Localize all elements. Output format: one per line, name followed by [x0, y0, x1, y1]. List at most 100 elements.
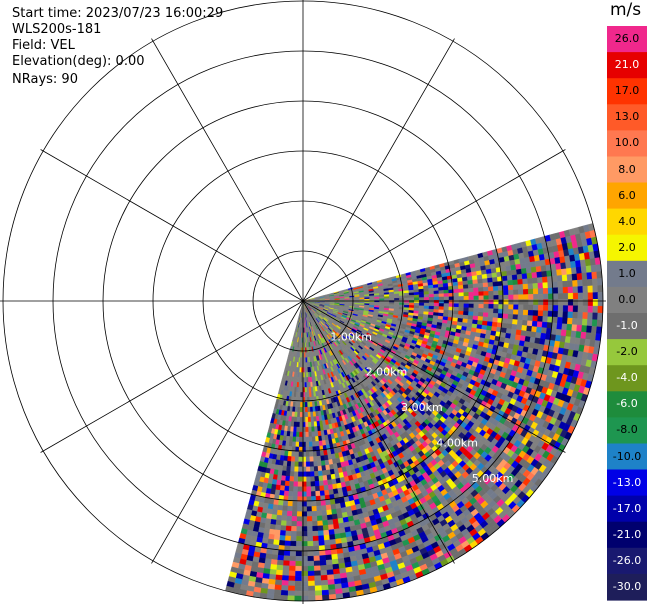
velocity-cell [320, 460, 326, 467]
velocity-cell [330, 503, 337, 510]
velocity-cell [298, 426, 303, 433]
velocity-cell [298, 436, 303, 443]
velocity-cell [581, 272, 588, 281]
velocity-cell [537, 288, 544, 295]
velocity-cell [315, 500, 322, 507]
velocity-cell [596, 278, 603, 286]
velocity-cell [463, 292, 470, 297]
velocity-cell [577, 279, 583, 287]
velocity-cell [296, 416, 300, 423]
velocity-cell [288, 570, 296, 577]
velocity-cell [282, 565, 290, 572]
velocity-cell [325, 564, 334, 571]
velocity-cell [522, 278, 529, 285]
velocity-cell [418, 302, 425, 307]
velocity-cell [443, 309, 449, 314]
velocity-cell [548, 299, 554, 306]
velocity-cell [562, 305, 569, 313]
velocity-cell [296, 421, 300, 428]
velocity-cell [327, 584, 336, 591]
velocity-cell [538, 293, 544, 300]
velocity-cell [591, 319, 598, 327]
velocity-cell [572, 279, 579, 288]
velocity-cell [502, 318, 509, 324]
velocity-cell [320, 505, 327, 512]
velocity-cell [403, 295, 410, 299]
velocity-cell [523, 299, 529, 306]
velocity-cell [458, 310, 464, 316]
velocity-cell [482, 278, 489, 284]
velocity-cell [438, 306, 445, 311]
velocity-cell [323, 484, 329, 491]
velocity-cell [512, 309, 519, 316]
velocity-cell [313, 466, 319, 472]
velocity-cell [523, 294, 529, 300]
velocity-cell [305, 461, 311, 468]
velocity-cell [298, 451, 303, 458]
velocity-cell [536, 321, 543, 328]
velocity-cell [389, 298, 395, 301]
velocity-cell [398, 295, 405, 299]
velocity-cell [507, 279, 514, 286]
velocity-cell [581, 325, 588, 333]
velocity-cell [307, 555, 314, 562]
velocity-cell [284, 480, 290, 487]
velocity-cell [301, 541, 308, 547]
velocity-cell [285, 525, 292, 532]
velocity-cell [553, 299, 559, 306]
velocity-cell [399, 297, 405, 301]
velocity-cell [290, 530, 297, 537]
velocity-cell [577, 286, 584, 294]
velocity-cell [408, 294, 415, 299]
velocity-cell [472, 311, 479, 317]
velocity-cell [299, 392, 303, 398]
velocity-cell [291, 506, 298, 512]
velocity-cell [423, 305, 430, 310]
velocity-cell [506, 270, 513, 277]
velocity-cell [493, 290, 499, 296]
velocity-cell [294, 595, 302, 602]
velocity-cell [289, 540, 297, 547]
velocity-cell [492, 281, 499, 287]
velocity-cell [322, 479, 329, 486]
velocity-cell [571, 324, 578, 332]
velocity-cell [503, 289, 509, 296]
velocity-cell [477, 320, 483, 326]
velocity-cell [566, 317, 573, 325]
velocity-cell [567, 311, 574, 319]
velocity-cell [561, 268, 568, 276]
velocity-cell [319, 490, 325, 497]
velocity-cell [310, 486, 316, 492]
velocity-cell [292, 491, 298, 497]
velocity-cell [580, 266, 587, 274]
velocity-cell [309, 466, 315, 472]
velocity-cell [483, 295, 490, 301]
velocity-cell [526, 320, 533, 327]
velocity-cell [577, 311, 584, 320]
velocity-cell [531, 320, 538, 328]
velocity-cell [304, 377, 307, 383]
velocity-cell [301, 580, 309, 587]
velocity-cell [329, 539, 336, 546]
velocity-cell [314, 490, 321, 497]
velocity-sector [225, 223, 604, 602]
velocity-cell [315, 505, 322, 512]
velocity-cell [518, 304, 524, 311]
velocity-cell [525, 267, 532, 274]
velocity-cell [301, 516, 307, 522]
velocity-cell [522, 314, 529, 321]
velocity-cell [364, 298, 370, 301]
velocity-cell [517, 319, 523, 326]
velocity-cell [560, 329, 567, 337]
velocity-cell [288, 481, 294, 487]
velocity-cell [503, 304, 509, 310]
velocity-cell [323, 539, 331, 546]
velocity-cell [492, 285, 499, 292]
velocity-cell [309, 461, 314, 468]
velocity-cell [566, 267, 573, 276]
velocity-cell [305, 476, 311, 483]
velocity-cell [506, 323, 513, 330]
velocity-cell [292, 436, 297, 443]
velocity-cell [328, 534, 336, 541]
velocity-cell [531, 272, 538, 279]
